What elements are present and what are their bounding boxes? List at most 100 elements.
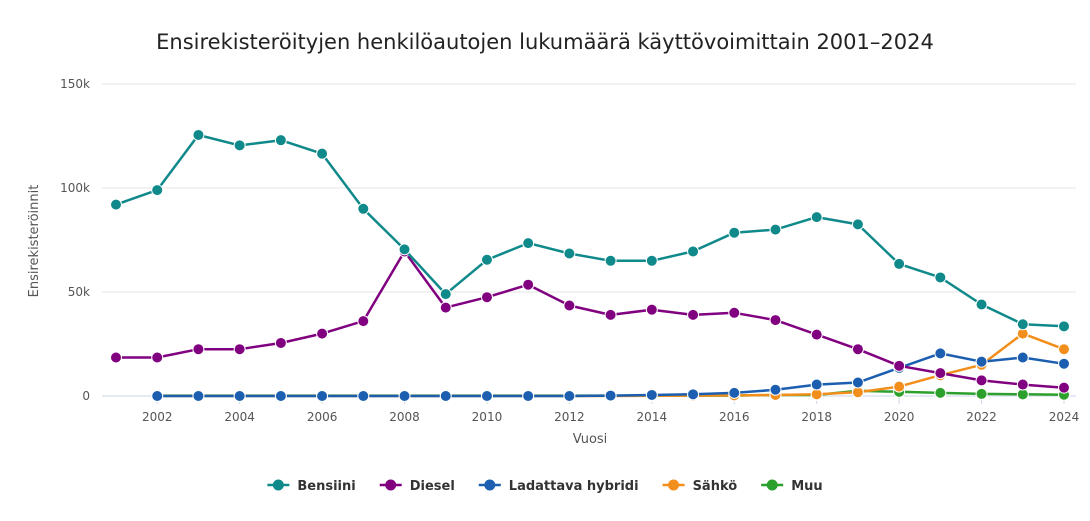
data-point[interactable] [687,245,700,258]
legend: Bensiini Diesel Ladattava hybridi Sähkö Muu [267,479,823,494]
data-point[interactable] [151,351,164,364]
x-tick-label: 2008 [389,410,420,424]
y-axis-ticks: 0 50k 100k 150k [60,77,90,403]
data-point[interactable] [480,390,493,402]
series-line [157,332,1065,398]
data-point[interactable] [357,390,370,402]
data-point[interactable] [975,298,988,311]
legend-label: Ladattava hybridi [509,479,639,494]
data-point[interactable] [604,308,617,321]
legend-item-diesel[interactable]: Diesel [379,479,455,494]
data-point[interactable] [151,184,164,197]
data-point[interactable] [769,223,782,236]
data-point[interactable] [728,306,741,319]
data-point[interactable] [480,253,493,266]
legend-label: Diesel [410,479,455,494]
data-point[interactable] [604,389,617,402]
data-point[interactable] [357,202,370,215]
data-point[interactable] [192,343,205,356]
data-point[interactable] [522,278,535,291]
legend-item-bensiini[interactable]: Bensiini [267,479,356,494]
data-point[interactable] [975,355,988,368]
chart-title: Ensirekisteröityjen henkilöautojen lukum… [156,30,934,54]
data-point[interactable] [645,388,658,401]
data-point[interactable] [522,390,535,402]
data-point[interactable] [810,328,823,341]
data-point[interactable] [398,243,411,256]
legend-item-sähkö[interactable]: Sähkö [662,479,738,494]
series-group [110,128,1070,402]
data-point[interactable] [316,147,329,160]
y-tick-label: 150k [60,77,90,91]
data-point[interactable] [1058,357,1070,370]
data-point[interactable] [563,247,576,260]
legend-marker-icon [385,479,397,491]
data-point[interactable] [934,347,947,360]
data-point[interactable] [439,390,452,402]
legend-item-ladattava-hybridi[interactable]: Ladattava hybridi [478,479,639,494]
x-tick-label: 2018 [801,410,832,424]
data-point[interactable] [934,386,947,399]
data-point[interactable] [480,291,493,304]
data-point[interactable] [563,299,576,312]
data-point[interactable] [151,390,164,402]
data-point[interactable] [233,390,246,402]
data-point[interactable] [645,303,658,316]
data-point[interactable] [233,343,246,356]
legend-item-muu[interactable]: Muu [761,479,823,494]
series-line [116,250,1065,389]
legend-label: Muu [791,479,822,494]
data-point[interactable] [975,374,988,387]
data-point[interactable] [357,315,370,328]
data-point[interactable] [1058,320,1070,333]
data-point[interactable] [769,383,782,396]
data-point[interactable] [192,128,205,141]
data-point[interactable] [1058,343,1070,356]
data-point[interactable] [604,254,617,267]
data-point[interactable] [934,367,947,380]
data-point[interactable] [110,198,122,211]
data-point[interactable] [274,390,287,402]
data-point[interactable] [851,376,864,389]
data-point[interactable] [1016,318,1029,331]
data-point[interactable] [192,390,205,402]
x-tick-label: 2016 [719,410,750,424]
data-point[interactable] [728,386,741,399]
data-point[interactable] [687,388,700,401]
data-point[interactable] [274,336,287,349]
data-point[interactable] [728,226,741,239]
x-tick-label: 2004 [224,410,255,424]
data-point[interactable] [563,390,576,402]
data-point[interactable] [893,257,906,270]
data-point[interactable] [522,237,535,250]
data-point[interactable] [439,301,452,314]
y-tick-label: 100k [60,181,90,195]
x-axis-title: Vuosi [573,432,608,447]
x-tick-label: 2012 [554,410,585,424]
data-point[interactable] [1016,351,1029,364]
legend-marker-icon [766,479,778,491]
data-point[interactable] [645,254,658,267]
data-point[interactable] [439,288,452,301]
data-point[interactable] [1058,381,1070,394]
data-point[interactable] [316,327,329,340]
data-point[interactable] [810,211,823,224]
data-point[interactable] [810,378,823,391]
data-point[interactable] [1016,378,1029,391]
x-tick-label: 2002 [142,410,173,424]
data-point[interactable] [893,380,906,393]
data-point[interactable] [233,139,246,152]
data-point[interactable] [769,314,782,327]
data-point[interactable] [398,390,411,402]
data-point[interactable] [851,218,864,231]
data-point[interactable] [851,343,864,356]
data-point[interactable] [316,390,329,402]
data-point[interactable] [687,308,700,321]
data-point[interactable] [934,271,947,284]
data-point[interactable] [274,134,287,147]
data-point[interactable] [893,359,906,372]
grid-lines [102,83,1076,397]
data-point[interactable] [975,387,988,400]
data-point[interactable] [110,351,122,364]
